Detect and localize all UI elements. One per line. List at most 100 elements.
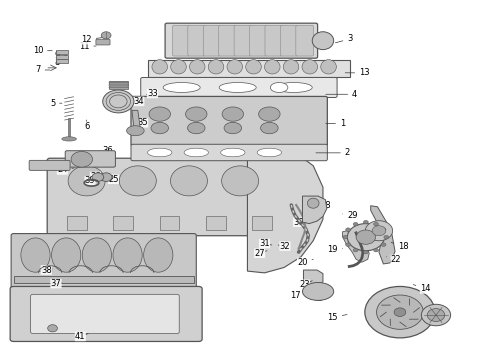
Ellipse shape <box>119 166 156 196</box>
Text: 34: 34 <box>133 97 144 106</box>
Ellipse shape <box>302 60 318 74</box>
Ellipse shape <box>356 230 375 244</box>
Ellipse shape <box>427 309 445 321</box>
Bar <box>68 118 70 138</box>
Ellipse shape <box>245 60 261 74</box>
Text: 13: 13 <box>345 68 369 77</box>
Text: 21: 21 <box>370 233 382 242</box>
Ellipse shape <box>220 148 245 157</box>
Ellipse shape <box>221 166 259 196</box>
Text: 19: 19 <box>327 245 343 254</box>
Ellipse shape <box>71 152 93 167</box>
Ellipse shape <box>92 173 104 181</box>
Text: 39: 39 <box>85 176 96 185</box>
Ellipse shape <box>421 304 451 326</box>
Ellipse shape <box>186 107 207 121</box>
Ellipse shape <box>321 60 336 74</box>
Polygon shape <box>132 111 140 128</box>
FancyBboxPatch shape <box>131 96 327 146</box>
Ellipse shape <box>365 287 435 338</box>
Ellipse shape <box>101 32 111 39</box>
Text: 32: 32 <box>278 242 290 251</box>
Ellipse shape <box>345 243 350 247</box>
Ellipse shape <box>51 238 81 272</box>
FancyBboxPatch shape <box>172 25 190 56</box>
Text: 23: 23 <box>299 280 312 289</box>
Ellipse shape <box>184 148 208 157</box>
Ellipse shape <box>222 107 244 121</box>
Text: 24: 24 <box>57 166 74 175</box>
Ellipse shape <box>265 60 280 74</box>
Ellipse shape <box>224 122 242 134</box>
Ellipse shape <box>364 250 368 254</box>
Text: 30: 30 <box>294 218 304 227</box>
Text: 2: 2 <box>316 148 350 157</box>
Text: 1: 1 <box>326 119 345 128</box>
Text: 17: 17 <box>291 291 306 300</box>
Ellipse shape <box>353 248 358 252</box>
Text: 11: 11 <box>79 41 96 50</box>
Bar <box>56 59 68 63</box>
FancyBboxPatch shape <box>65 151 116 167</box>
Ellipse shape <box>151 122 169 134</box>
FancyBboxPatch shape <box>131 144 327 161</box>
Text: 12: 12 <box>81 35 103 44</box>
FancyBboxPatch shape <box>96 39 110 45</box>
Ellipse shape <box>343 235 348 239</box>
Ellipse shape <box>100 173 112 181</box>
Text: 7: 7 <box>35 66 50 75</box>
Ellipse shape <box>171 166 207 196</box>
Bar <box>67 216 87 230</box>
FancyBboxPatch shape <box>47 158 306 236</box>
Ellipse shape <box>270 82 288 93</box>
Ellipse shape <box>227 60 243 74</box>
Text: 16: 16 <box>401 314 418 323</box>
Ellipse shape <box>190 60 205 74</box>
Bar <box>114 216 133 230</box>
Bar <box>109 87 128 88</box>
FancyBboxPatch shape <box>280 25 298 56</box>
Text: 14: 14 <box>413 284 431 293</box>
Ellipse shape <box>171 60 186 74</box>
Ellipse shape <box>366 221 392 241</box>
FancyBboxPatch shape <box>203 25 221 56</box>
Text: 37: 37 <box>50 279 62 288</box>
Text: 36: 36 <box>102 146 115 155</box>
Ellipse shape <box>347 224 384 251</box>
Ellipse shape <box>163 82 200 93</box>
Ellipse shape <box>257 148 282 157</box>
Ellipse shape <box>126 126 144 136</box>
Ellipse shape <box>275 82 312 93</box>
Ellipse shape <box>372 226 386 236</box>
Text: 15: 15 <box>327 313 347 322</box>
FancyBboxPatch shape <box>10 287 202 342</box>
Ellipse shape <box>381 243 386 247</box>
Polygon shape <box>247 158 323 273</box>
Text: 35: 35 <box>137 118 148 128</box>
Ellipse shape <box>144 238 173 272</box>
Ellipse shape <box>188 122 205 134</box>
Text: 10: 10 <box>33 46 52 55</box>
Ellipse shape <box>21 238 50 272</box>
Polygon shape <box>303 270 323 285</box>
Bar <box>56 50 68 54</box>
FancyBboxPatch shape <box>234 25 252 56</box>
Text: 40: 40 <box>438 312 449 321</box>
Text: 31: 31 <box>259 239 272 248</box>
Text: 3: 3 <box>335 35 352 44</box>
Text: 42: 42 <box>313 294 323 303</box>
Ellipse shape <box>113 238 142 272</box>
Ellipse shape <box>147 148 172 157</box>
Text: 4: 4 <box>326 90 357 99</box>
Bar <box>109 82 128 83</box>
FancyBboxPatch shape <box>30 294 179 334</box>
Ellipse shape <box>149 107 171 121</box>
Ellipse shape <box>302 283 334 300</box>
Bar <box>252 216 272 230</box>
Text: 29: 29 <box>343 211 357 220</box>
FancyBboxPatch shape <box>188 25 206 56</box>
Text: 8: 8 <box>55 58 67 67</box>
Text: 38: 38 <box>41 266 52 275</box>
Text: 28: 28 <box>318 201 331 210</box>
Ellipse shape <box>68 166 105 196</box>
